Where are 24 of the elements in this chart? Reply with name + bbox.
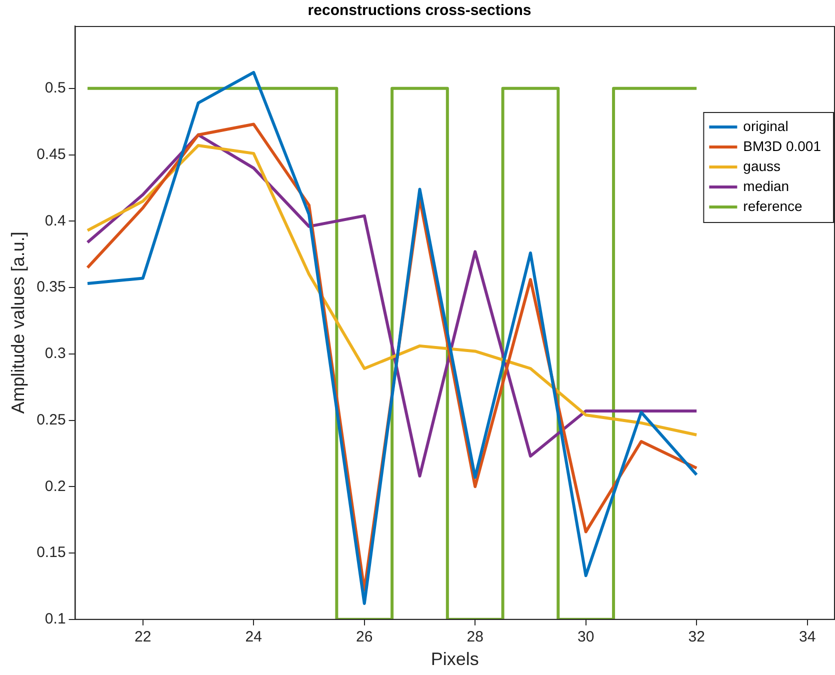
legend-label: gauss xyxy=(743,158,781,174)
legend-label: reference xyxy=(743,198,803,214)
y-tick-label: 0.45 xyxy=(36,146,66,163)
y-tick-label: 0.3 xyxy=(44,345,66,362)
y-tick-label: 0.5 xyxy=(44,80,66,97)
x-tick-label: 28 xyxy=(466,628,484,646)
y-tick-label: 0.1 xyxy=(44,610,66,628)
y-tick-label: 0.2 xyxy=(44,478,66,495)
x-tick-label: 22 xyxy=(134,628,152,646)
y-tick-label: 0.15 xyxy=(36,544,66,562)
chart-title: reconstructions cross-sections xyxy=(308,2,532,20)
x-tick-label: 26 xyxy=(356,628,373,646)
x-tick-label: 30 xyxy=(578,628,594,646)
legend-label: original xyxy=(743,118,788,134)
y-axis-title: Amplitude values [a.u.] xyxy=(8,232,28,414)
y-tick-label: 0.35 xyxy=(36,278,66,296)
legend-label: median xyxy=(743,178,790,194)
legend-label: BM3D 0.001 xyxy=(743,138,822,154)
y-tick-label: 0.25 xyxy=(36,411,66,428)
y-tick-label: 0.4 xyxy=(44,212,66,230)
x-tick-label: 32 xyxy=(688,628,705,646)
x-tick-label: 34 xyxy=(798,628,816,646)
x-tick-label: 24 xyxy=(245,628,262,646)
x-axis-title: Pixels xyxy=(430,649,479,670)
